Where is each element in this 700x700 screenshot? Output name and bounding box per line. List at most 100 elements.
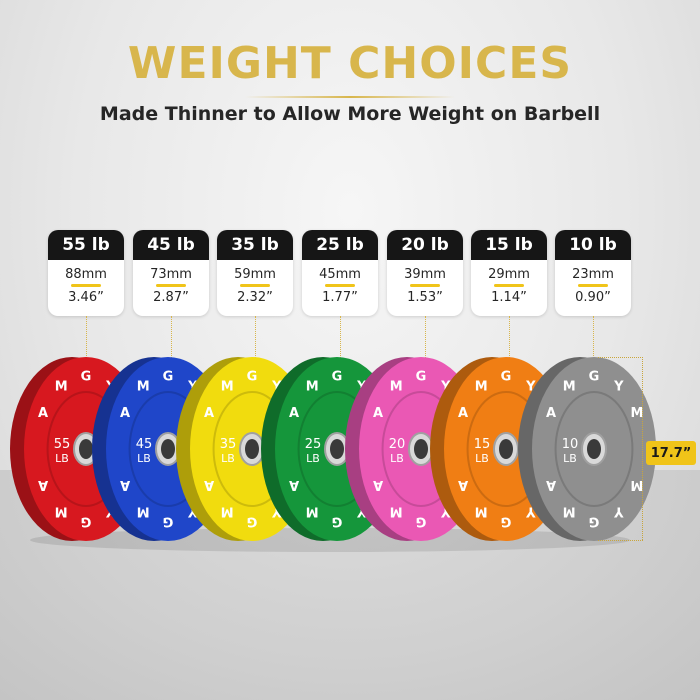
thickness-mm: 59mm [234,267,276,282]
page-subtitle: Made Thinner to Allow More Weight on Bar… [99,103,601,125]
thickness-mm: 23mm [572,267,614,282]
title-divider [245,96,455,98]
plate-weight-number: 35 [220,437,237,452]
brand-letter: Y [271,379,282,394]
weight-card: 35 lb 59mm 2.32” [217,230,293,316]
card-connector [425,316,426,360]
brand-letter: A [204,477,214,492]
brand-letter: G [163,514,174,529]
weight-card: 10 lb 23mm 0.90” [555,230,631,316]
plate-hole [499,439,513,459]
brand-letter: A [38,477,48,492]
thickness-mm: 29mm [488,267,530,282]
brand-letter: M [390,379,403,394]
thickness-inches: 2.32” [237,290,273,305]
thickness-underline [71,284,101,287]
page-title: WEIGHT CHOICES [127,38,573,89]
plate-hole [414,439,428,459]
thickness-inches: 1.77” [322,290,358,305]
brand-letter: M [630,406,643,421]
brand-letter: M [221,379,234,394]
brand-letter: A [373,477,383,492]
thickness-mm: 39mm [404,267,446,282]
plate-weight-unit: LB [55,452,69,465]
brand-letter: G [247,369,258,384]
brand-letter: M [221,504,234,519]
weight-label: 35 lb [217,230,293,260]
plate-weight-unit: LB [563,452,577,465]
brand-letter: M [137,379,150,394]
thickness-underline [578,284,608,287]
diameter-badge: 17.7” [646,441,696,465]
weight-card: 20 lb 39mm 1.53” [387,230,463,316]
brand-letter: G [332,369,343,384]
plate-weight-unit: LB [475,452,489,465]
thickness-inches: 3.46” [68,290,104,305]
brand-letter: M [475,379,488,394]
brand-letter: M [475,504,488,519]
thickness-underline [156,284,186,287]
thickness-inches: 2.87” [153,290,189,305]
plate-weight-number: 15 [474,437,491,452]
plate-hole [587,439,601,459]
brand-letter: G [501,514,512,529]
brand-letter: A [458,477,468,492]
brand-letter: Y [614,504,625,519]
brand-letter: Y [272,504,283,519]
card-connector [340,316,341,360]
brand-letter: A [289,477,299,492]
weight-card: 25 lb 45mm 1.77” [302,230,378,316]
weight-label: 25 lb [302,230,378,260]
brand-letter: M [306,379,319,394]
brand-letter: M [390,504,403,519]
card-connector [171,316,172,360]
diameter-guide-vertical [642,357,643,540]
brand-letter: A [373,406,383,421]
brand-letter: A [120,406,130,421]
plate-weight-unit: LB [306,452,320,465]
brand-letter: Y [613,379,624,394]
brand-letter: G [589,514,600,529]
card-connector [593,316,594,360]
thickness-mm: 88mm [65,267,107,282]
brand-letter: A [204,406,214,421]
thickness-inches: 1.14” [491,290,527,305]
thickness-underline [240,284,270,287]
plate-weight-number: 10 [562,437,579,452]
card-connector [255,316,256,360]
brand-letter: G [163,369,174,384]
thickness-inches: 1.53” [407,290,443,305]
thickness-underline [410,284,440,287]
plate-hole [245,439,259,459]
brand-letter: M [563,379,576,394]
brand-letter: Y [440,379,451,394]
brand-letter: G [247,514,258,529]
weight-label: 15 lb [471,230,547,260]
plate-hole [161,439,175,459]
weight-card: 55 lb 88mm 3.46” [48,230,124,316]
plate-weight-unit: LB [390,452,404,465]
weight-card: 45 lb 73mm 2.87” [133,230,209,316]
plate-hole [79,439,93,459]
brand-letter: M [55,379,68,394]
thickness-underline [325,284,355,287]
diameter-guide-bottom [598,540,643,541]
plate-weight-number: 25 [305,437,322,452]
brand-letter: A [289,406,299,421]
brand-letter: M [55,504,68,519]
thickness-mm: 45mm [319,267,361,282]
brand-letter: G [81,369,92,384]
brand-letter: Y [525,379,536,394]
card-connector [86,316,87,360]
brand-letter: G [81,514,92,529]
brand-letter: G [416,514,427,529]
plate-weight-unit: LB [137,452,151,465]
brand-letter: A [546,406,556,421]
brand-letter: A [546,477,556,492]
thickness-underline [494,284,524,287]
brand-letter: M [306,504,319,519]
brand-letter: Y [526,504,537,519]
plate-weight-number: 55 [54,437,71,452]
